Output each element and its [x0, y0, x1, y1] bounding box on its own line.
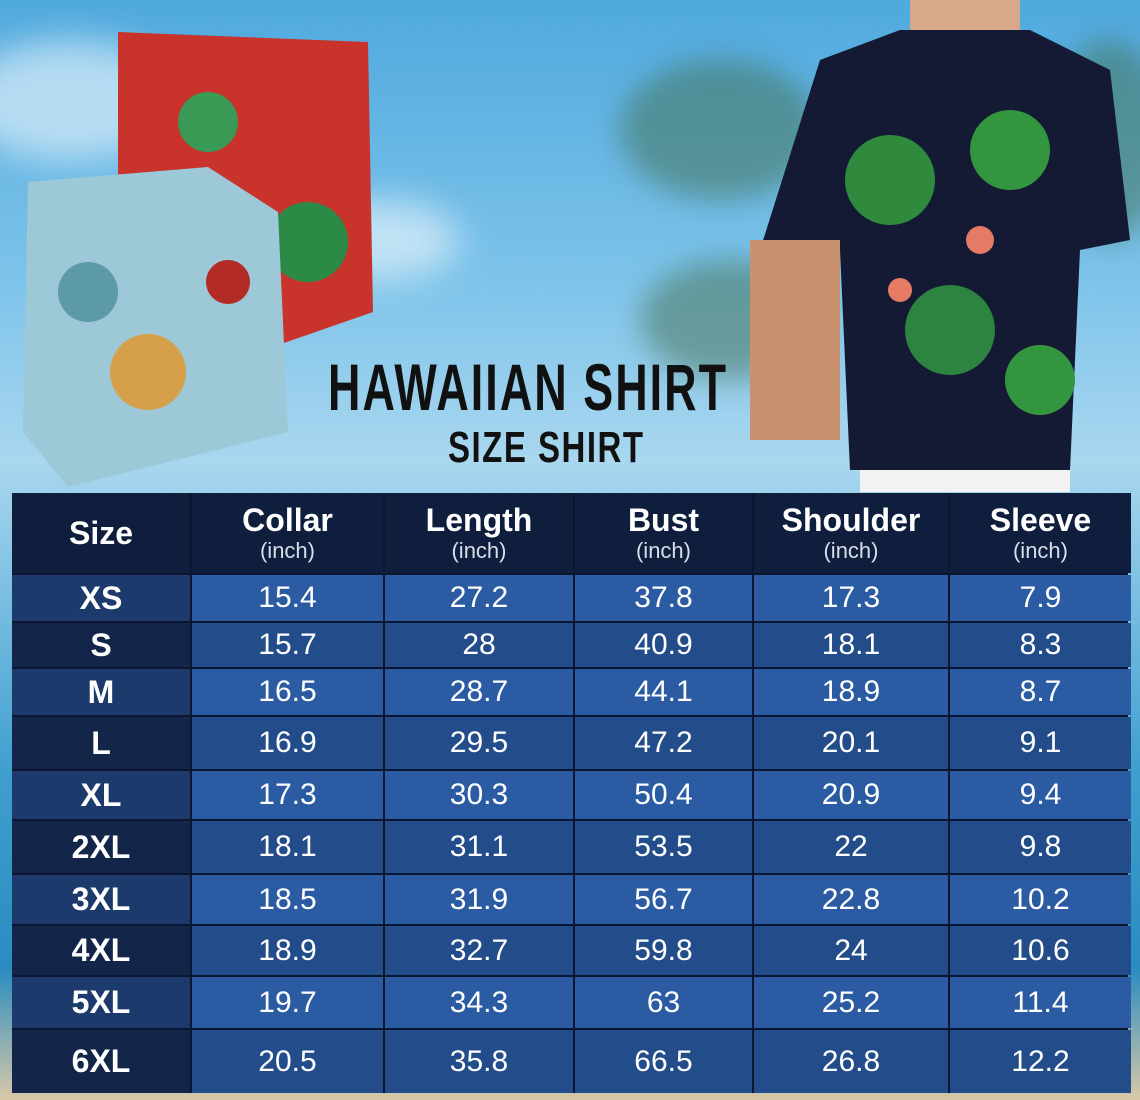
value-cell: 32.7 — [385, 926, 573, 975]
value-cell: 31.9 — [385, 875, 573, 924]
value-cell: 17.3 — [754, 575, 948, 621]
value-cell: 22 — [754, 821, 948, 873]
size-cell: XL — [12, 771, 190, 819]
column-header-collar: Collar (inch) — [192, 493, 383, 573]
header-label: Size — [68, 515, 134, 551]
value-cell: 18.9 — [192, 926, 383, 975]
size-cell: S — [12, 623, 190, 667]
header-label: Sleeve — [989, 502, 1092, 538]
value-cell: 8.7 — [950, 669, 1131, 715]
size-cell: 6XL — [12, 1030, 190, 1093]
value-cell: 20.1 — [754, 717, 948, 769]
size-cell: M — [12, 669, 190, 715]
size-cell: 3XL — [12, 875, 190, 924]
value-cell: 16.9 — [192, 717, 383, 769]
header-unit: (inch) — [823, 538, 879, 563]
title: HAWAIIAN SHIRT — [328, 350, 729, 424]
value-cell: 34.3 — [385, 977, 573, 1028]
header-unit: (inch) — [1012, 538, 1068, 563]
value-cell: 40.9 — [575, 623, 752, 667]
value-cell: 19.7 — [192, 977, 383, 1028]
value-cell: 31.1 — [385, 821, 573, 873]
value-cell: 10.6 — [950, 926, 1131, 975]
value-cell: 50.4 — [575, 771, 752, 819]
value-cell: 37.8 — [575, 575, 752, 621]
value-cell: 22.8 — [754, 875, 948, 924]
value-cell: 66.5 — [575, 1030, 752, 1093]
subtitle: SIZE SHIRT — [448, 423, 645, 472]
value-cell: 17.3 — [192, 771, 383, 819]
value-cell: 9.8 — [950, 821, 1131, 873]
column-header-shoulder: Shoulder (inch) — [754, 493, 948, 573]
model-flamingo-shirt-image — [750, 0, 1130, 492]
value-cell: 20.9 — [754, 771, 948, 819]
size-cell: 4XL — [12, 926, 190, 975]
value-cell: 9.1 — [950, 717, 1131, 769]
value-cell: 28 — [385, 623, 573, 667]
value-cell: 26.8 — [754, 1030, 948, 1093]
value-cell: 30.3 — [385, 771, 573, 819]
value-cell: 20.5 — [192, 1030, 383, 1093]
value-cell: 18.5 — [192, 875, 383, 924]
value-cell: 25.2 — [754, 977, 948, 1028]
value-cell: 24 — [754, 926, 948, 975]
value-cell: 63 — [575, 977, 752, 1028]
header-unit: (inch) — [259, 538, 315, 563]
column-header-sleeve: Sleeve (inch) — [950, 493, 1131, 573]
size-chart-table: Size Collar (inch) Length (inch) Bust (inch) Sh… — [12, 493, 1131, 1093]
value-cell: 10.2 — [950, 875, 1131, 924]
header-unit: (inch) — [635, 538, 691, 563]
value-cell: 18.1 — [754, 623, 948, 667]
value-cell: 11.4 — [950, 977, 1131, 1028]
folded-shirts-image — [23, 32, 373, 487]
size-cell: 5XL — [12, 977, 190, 1028]
size-cell: L — [12, 717, 190, 769]
value-cell: 15.7 — [192, 623, 383, 667]
header-label: Shoulder — [781, 502, 921, 538]
column-header-size: Size — [12, 493, 190, 573]
value-cell: 56.7 — [575, 875, 752, 924]
value-cell: 35.8 — [385, 1030, 573, 1093]
value-cell: 9.4 — [950, 771, 1131, 819]
column-header-bust: Bust (inch) — [575, 493, 752, 573]
value-cell: 44.1 — [575, 669, 752, 715]
value-cell: 7.9 — [950, 575, 1131, 621]
header-label: Bust — [627, 502, 700, 538]
value-cell: 8.3 — [950, 623, 1131, 667]
value-cell: 27.2 — [385, 575, 573, 621]
value-cell: 18.9 — [754, 669, 948, 715]
value-cell: 18.1 — [192, 821, 383, 873]
value-cell: 28.7 — [385, 669, 573, 715]
size-cell: 2XL — [12, 821, 190, 873]
header-label: Length — [425, 502, 533, 538]
value-cell: 47.2 — [575, 717, 752, 769]
value-cell: 12.2 — [950, 1030, 1131, 1093]
value-cell: 16.5 — [192, 669, 383, 715]
size-cell: XS — [12, 575, 190, 621]
value-cell: 29.5 — [385, 717, 573, 769]
header-label: Collar — [242, 502, 333, 538]
value-cell: 15.4 — [192, 575, 383, 621]
value-cell: 59.8 — [575, 926, 752, 975]
value-cell: 53.5 — [575, 821, 752, 873]
header-unit: (inch) — [451, 538, 507, 563]
column-header-length: Length (inch) — [385, 493, 573, 573]
